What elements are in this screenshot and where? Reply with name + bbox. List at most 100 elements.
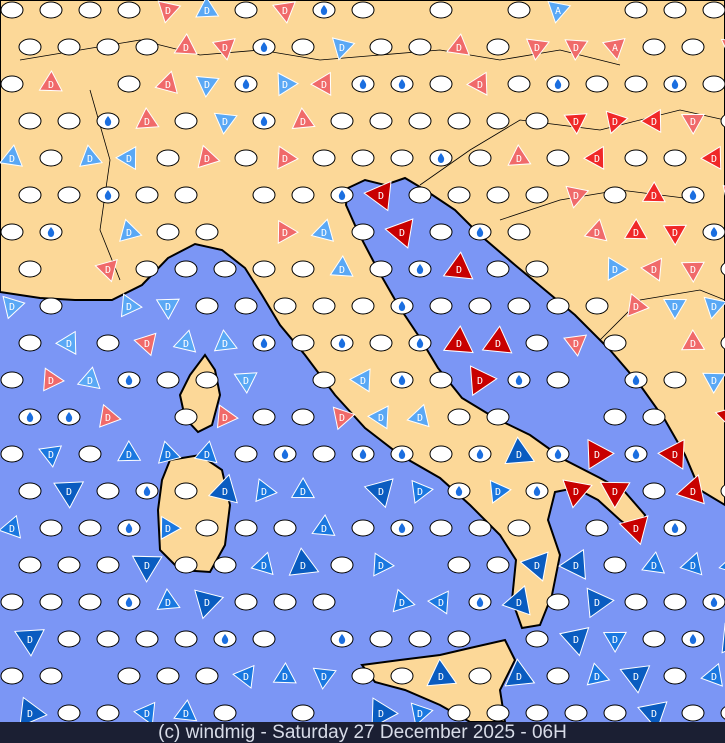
calm-ellipse-icon xyxy=(624,149,648,167)
wind-letter: D xyxy=(165,450,171,461)
wind-letter: D xyxy=(690,265,696,276)
wind-triangle-icon: D xyxy=(194,589,225,620)
wind-triangle-icon: D xyxy=(272,662,297,684)
wind-letter: D xyxy=(573,117,579,128)
calm-ellipse-icon xyxy=(351,223,375,241)
calm-ellipse-icon xyxy=(681,38,705,56)
wind-triangle-icon: D xyxy=(0,144,23,167)
wind-letter: D xyxy=(9,302,15,313)
wind-letter: D xyxy=(612,117,618,128)
wind-triangle-icon: D xyxy=(54,330,77,355)
wind-triangle-icon: D xyxy=(489,479,512,504)
calm-ellipse-icon xyxy=(585,297,609,315)
wind-triangle-icon: A xyxy=(601,37,626,61)
calm-ellipse-icon xyxy=(234,445,258,463)
wind-triangle-icon: D xyxy=(250,551,274,576)
calm-ellipse-icon xyxy=(0,445,24,463)
calm-ellipse-icon xyxy=(291,38,315,56)
calm-ellipse-icon xyxy=(546,149,570,167)
wind-letter: D xyxy=(222,43,228,54)
calm-ellipse-icon xyxy=(447,186,471,204)
sardinia xyxy=(156,453,232,574)
calm-ellipse-icon xyxy=(96,704,120,722)
wind-triangle-icon: D xyxy=(637,701,668,722)
calm-ellipse-icon xyxy=(78,593,102,611)
wind-triangle-icon: D xyxy=(582,145,605,170)
wind-triangle-icon: D xyxy=(680,113,706,136)
wind-triangle-icon: D xyxy=(427,590,449,615)
wind-letter: D xyxy=(165,524,171,535)
wind-letter: D xyxy=(378,709,384,720)
water-drop-icon xyxy=(533,486,541,496)
calm-ellipse-icon xyxy=(96,630,120,648)
wind-letter: D xyxy=(300,487,306,498)
wind-letter: A xyxy=(555,6,561,17)
wind-triangle-icon: D xyxy=(277,219,300,245)
wind-triangle-icon: D xyxy=(640,257,663,282)
wind-triangle-icon: D xyxy=(160,515,183,540)
wind-triangle-icon: D xyxy=(641,180,666,203)
wind-letter: D xyxy=(183,43,189,54)
wind-letter: D xyxy=(204,80,210,91)
calm-ellipse-icon xyxy=(78,1,102,19)
wind-triangle-icon: D xyxy=(558,627,590,657)
calm-ellipse-icon xyxy=(174,186,198,204)
wind-letter: D xyxy=(300,117,306,128)
wind-triangle-icon: D xyxy=(411,479,434,504)
wind-triangle-icon: D xyxy=(525,38,550,61)
calm-ellipse-icon xyxy=(603,556,627,574)
wind-letter: D xyxy=(321,672,327,683)
calm-ellipse-icon xyxy=(0,371,24,389)
wind-letter: D xyxy=(573,191,579,202)
wind-triangle-icon: D xyxy=(213,112,238,135)
calm-ellipse-icon xyxy=(174,260,198,278)
wind-letter: D xyxy=(9,524,15,535)
water-drop-icon xyxy=(359,449,367,459)
calm-ellipse-icon xyxy=(273,297,297,315)
calm-ellipse-icon xyxy=(57,38,81,56)
wind-letter: D xyxy=(711,672,717,683)
calm-ellipse-icon xyxy=(174,112,198,130)
calm-ellipse-icon xyxy=(39,1,63,19)
wind-letter: D xyxy=(165,598,171,609)
wind-triangle-icon: D xyxy=(384,218,414,249)
wind-triangle-icon: D xyxy=(558,548,586,580)
calm-ellipse-icon xyxy=(18,334,42,352)
wind-triangle-icon: D xyxy=(501,585,531,616)
wind-triangle-icon: D xyxy=(94,258,118,283)
wind-letter: D xyxy=(339,43,345,54)
calm-ellipse-icon xyxy=(486,556,510,574)
water-drop-icon xyxy=(104,190,112,200)
wind-letter: D xyxy=(87,154,93,165)
wind-triangle-icon: D xyxy=(406,403,430,428)
water-drop-icon xyxy=(455,486,463,496)
water-drop-icon xyxy=(515,375,523,385)
calm-ellipse-icon xyxy=(720,114,725,128)
wind-triangle-icon: D xyxy=(38,70,63,92)
wind-letter: D xyxy=(633,524,639,535)
wind-triangle-icon: D xyxy=(410,702,434,722)
wind-letter: D xyxy=(282,80,288,91)
calm-ellipse-icon xyxy=(195,297,219,315)
wind-letter: D xyxy=(672,450,678,461)
water-drop-icon xyxy=(281,449,289,459)
wind-triangle-icon: D xyxy=(349,368,371,393)
calm-ellipse-icon xyxy=(486,38,510,56)
water-drop-icon xyxy=(320,5,328,15)
wind-letter: D xyxy=(144,561,150,572)
wind-letter: D xyxy=(144,117,150,128)
calm-ellipse-icon xyxy=(525,186,549,204)
wind-letter: D xyxy=(378,191,384,202)
wind-letter: D xyxy=(282,154,288,165)
wind-triangle-icon: D xyxy=(255,478,278,503)
wind-triangle-icon: D xyxy=(721,622,725,654)
calm-ellipse-icon xyxy=(156,371,180,389)
water-drop-icon xyxy=(710,597,718,607)
wind-triangle-icon: D xyxy=(519,551,549,582)
wind-letter: D xyxy=(165,6,171,17)
water-drop-icon xyxy=(476,449,484,459)
wind-letter: D xyxy=(282,228,288,239)
wind-triangle-icon: D xyxy=(563,334,588,357)
calm-ellipse-icon xyxy=(312,593,336,611)
